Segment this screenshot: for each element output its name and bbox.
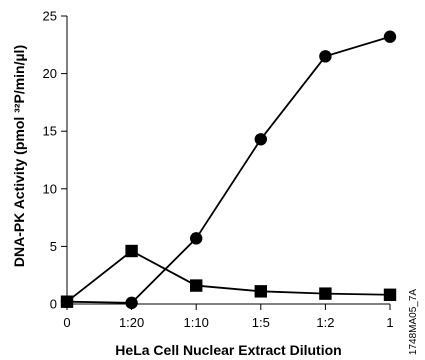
series-square-line [66, 249, 391, 303]
square-data-point [254, 285, 267, 298]
y-axis-title: DNA-PK Activity (pmol ³²P/min/µl) [11, 45, 27, 267]
circle-data-point [254, 133, 267, 146]
y-tick-label: 15 [43, 124, 57, 139]
square-data-point [319, 287, 332, 300]
x-tick-label: 1 [386, 315, 393, 330]
square-data-point [125, 244, 138, 258]
figure-code-label: 1748MA05_7A [408, 289, 419, 355]
y-tick-label: 0 [50, 297, 57, 312]
series-group [60, 30, 397, 310]
x-tick-label: 1:2 [316, 315, 334, 330]
x-tick-label: 0 [63, 315, 70, 330]
x-tick-label: 1:20 [119, 315, 144, 330]
x-tick-label: 1:5 [252, 315, 270, 330]
y-tick-label: 25 [43, 9, 57, 24]
circle-data-point [125, 296, 138, 310]
y-tick-label: 5 [50, 239, 57, 254]
circle-data-point [383, 30, 397, 43]
x-tick-label: 1:10 [184, 315, 209, 330]
square-data-point [60, 295, 74, 308]
y-tick-label: 20 [43, 66, 57, 81]
axes: 0 5 10 15 20 25 0 1:20 1:10 1:5 1:2 1 [43, 9, 394, 331]
square-data-point [190, 279, 203, 292]
circle-data-point [319, 50, 332, 63]
series-circle-line [66, 35, 391, 304]
x-axis-title: HeLa Cell Nuclear Extract Dilution [115, 342, 341, 358]
square-data-point [383, 288, 397, 301]
circle-data-point [190, 232, 203, 245]
y-tick-label: 10 [43, 181, 57, 196]
